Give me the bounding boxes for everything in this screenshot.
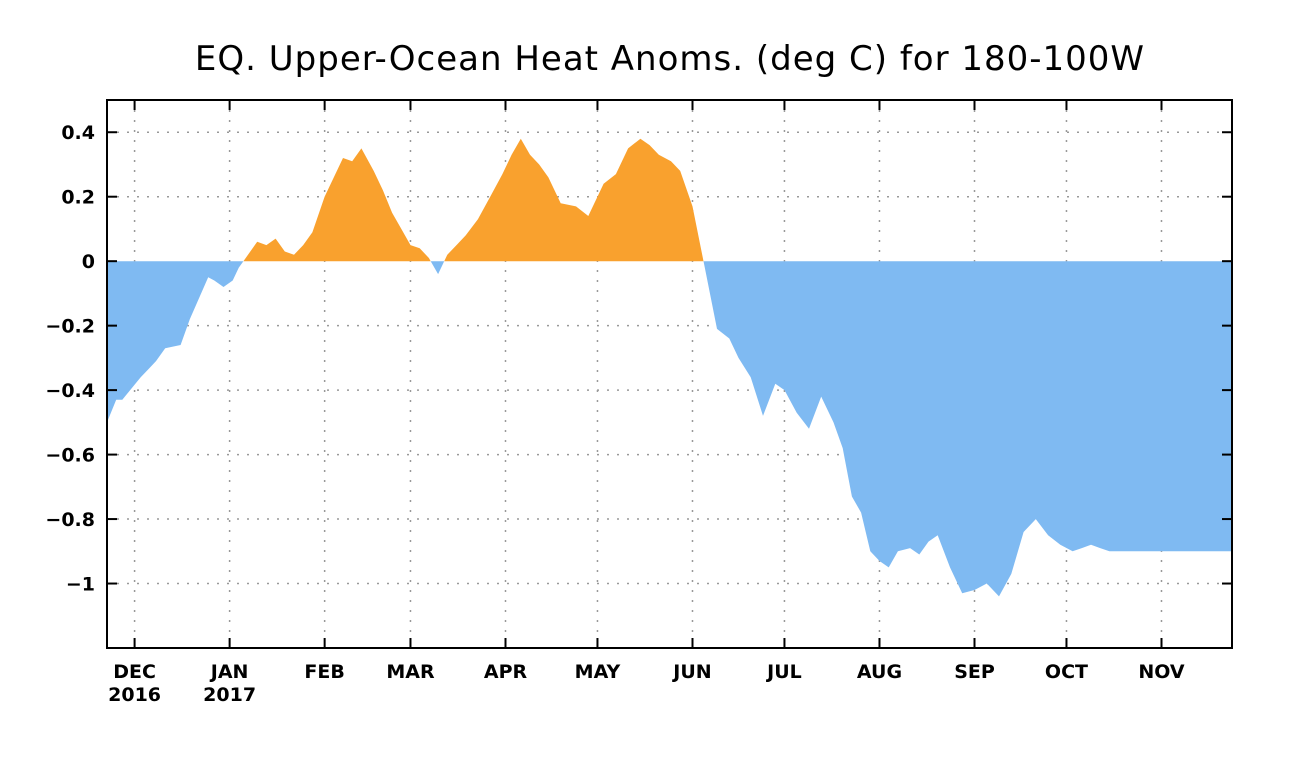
x-tick-label: JUN [671, 661, 711, 683]
negative-anomaly-area [107, 261, 244, 423]
x-tick-label: NOV [1138, 661, 1185, 683]
x-tick-label: FEB [304, 661, 344, 683]
x-tick-label: SEP [954, 661, 995, 683]
y-axis: 0.4 0.2 0 −0.2 −0.4 −0.6 −0.8 −1 [45, 122, 1232, 596]
grid-lines [107, 100, 1232, 648]
x-tick-label: DEC [113, 661, 156, 683]
x-tick-label: MAR [386, 661, 435, 683]
y-tick-label: −0.2 [45, 316, 95, 338]
y-tick-label: 0 [82, 251, 95, 273]
x-tick-label: JUL [765, 661, 802, 683]
y-tick-label: −0.6 [45, 445, 95, 467]
positive-anomaly-area [444, 138, 704, 262]
y-tick-label: 0.4 [61, 122, 95, 144]
y-tick-label: −1 [66, 574, 95, 596]
x-tick-label: AUG [857, 661, 902, 683]
x-tick-year-label: 2017 [203, 684, 256, 706]
x-tick-label: APR [484, 661, 528, 683]
x-tick-label: OCT [1045, 661, 1088, 683]
data-area-layer [107, 138, 1232, 597]
x-tick-label: MAY [575, 661, 621, 683]
x-tick-label: JAN [209, 661, 249, 683]
plot-frame [106, 99, 1233, 649]
chart-title: EQ. Upper-Ocean Heat Anoms. (deg C) for … [195, 39, 1145, 79]
y-tick-label: 0.2 [61, 187, 95, 209]
negative-anomaly-area [703, 261, 1232, 597]
x-tick-year-label: 2016 [108, 684, 161, 706]
y-tick-label: −0.4 [45, 380, 95, 402]
negative-anomaly-area [430, 261, 445, 275]
y-tick-label: −0.8 [45, 509, 95, 531]
positive-anomaly-area [243, 148, 431, 262]
